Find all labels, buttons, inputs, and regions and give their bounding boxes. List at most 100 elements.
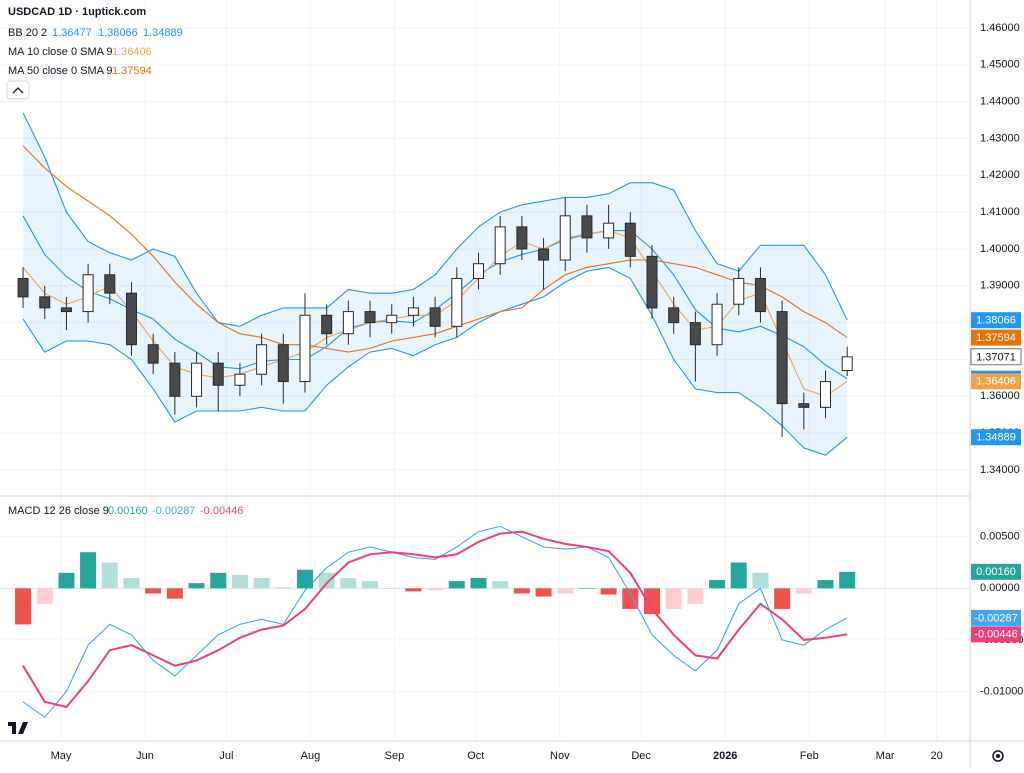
last-value-box — [971, 429, 1021, 446]
y-tick-label: 1.39000 — [980, 280, 1020, 292]
candle-body — [841, 356, 853, 372]
y-tick-label: 1.34000 — [980, 464, 1020, 476]
last-value-box — [971, 626, 1021, 643]
y-tick-label: -0.01000 — [980, 685, 1023, 697]
histogram-bar — [296, 569, 313, 589]
histogram-bar — [578, 588, 595, 589]
candle-body — [407, 307, 419, 316]
band-fill — [23, 112, 848, 456]
histogram-bar — [362, 581, 379, 589]
candle-body — [451, 277, 463, 327]
candle-body — [321, 314, 333, 335]
histogram-bar — [492, 581, 509, 589]
legend-label: MA 50 close 0 SMA 9 — [8, 65, 113, 77]
indicator-line — [22, 266, 848, 456]
legend-label: BB 20 2 — [8, 27, 47, 39]
legend-value: -0.00287 — [152, 505, 195, 517]
histogram-bar — [427, 588, 444, 591]
histogram-bar — [383, 588, 400, 589]
last-value-label: 1.37594 — [976, 332, 1016, 344]
histogram-bar — [448, 581, 465, 589]
histogram-bar — [340, 578, 357, 589]
histogram-bar — [622, 588, 639, 609]
candle-body — [711, 303, 723, 346]
candle-body — [689, 322, 701, 346]
histogram-bar — [817, 580, 834, 589]
candle-body — [277, 344, 289, 383]
y-tick-label: 1.43000 — [980, 132, 1020, 144]
candle-body — [191, 362, 203, 397]
candle-body — [169, 362, 181, 397]
grid — [0, 0, 970, 740]
histogram-bar — [275, 587, 292, 589]
histogram-bar — [535, 588, 552, 597]
last-value-label: -0.00446 — [974, 629, 1017, 641]
histogram-bar — [101, 562, 118, 589]
collapse-button[interactable] — [6, 80, 30, 100]
macd-line — [22, 530, 848, 709]
histogram-bar — [145, 588, 162, 594]
candle-body — [559, 215, 571, 261]
last-value-label: 1.37071 — [976, 351, 1016, 363]
candle-body — [798, 403, 810, 408]
histogram-bar — [600, 588, 617, 595]
x-tick-label: 2026 — [713, 750, 737, 762]
last-value-label: -0.00287 — [974, 612, 1017, 624]
histogram-bar — [80, 552, 97, 589]
candle-body — [256, 344, 268, 375]
histogram-bar — [774, 588, 791, 609]
histogram-bar — [752, 572, 769, 589]
histogram-bar — [557, 588, 574, 594]
candle-body — [754, 277, 766, 313]
y-tick-label: 0.00000 — [980, 582, 1020, 594]
last-value-box — [971, 312, 1021, 329]
candle-body — [472, 263, 484, 279]
x-tick-label: 20 — [931, 750, 943, 762]
histogram-bar — [123, 578, 140, 589]
logo[interactable] — [8, 722, 28, 734]
candle-body — [603, 222, 615, 239]
x-tick-label: Feb — [800, 750, 819, 762]
legend-value: 1.38066 — [98, 27, 138, 39]
legend-value: 1.34889 — [143, 27, 183, 39]
candle-body — [342, 311, 354, 335]
last-value-box — [970, 348, 1022, 366]
candle-body — [646, 255, 658, 309]
histogram-bar — [687, 588, 704, 604]
indicator-line — [22, 112, 848, 327]
x-tick-label: Mar — [876, 750, 895, 762]
y-tick-label: 0.00500 — [980, 531, 1020, 543]
logo-mark[interactable] — [8, 722, 28, 734]
histogram-bar — [405, 588, 422, 592]
y-tick-label: 1.46000 — [980, 22, 1020, 34]
histogram-bar — [709, 580, 726, 589]
histogram-bar — [839, 571, 856, 589]
candle-body — [516, 226, 528, 250]
settings-button[interactable] — [992, 750, 1004, 762]
candle-body — [624, 222, 636, 257]
histogram-bar — [513, 588, 530, 594]
histogram-bar — [253, 578, 270, 589]
candle-body — [17, 277, 29, 298]
legend-value: 1.36477 — [52, 27, 92, 39]
candle-body — [60, 307, 72, 313]
candle-body — [386, 314, 398, 324]
settings-icon-center — [996, 754, 1000, 758]
candle-body — [429, 307, 441, 327]
collapse-button-box[interactable] — [6, 80, 30, 100]
histogram-bar — [795, 588, 812, 594]
y-tick-label: 1.45000 — [980, 59, 1020, 71]
settings-icon[interactable] — [992, 750, 1004, 762]
histogram-bar — [58, 572, 75, 589]
candle-body — [299, 314, 311, 383]
histogram-bar — [318, 572, 335, 589]
histogram-bar — [36, 588, 53, 604]
candle-body — [125, 292, 137, 346]
legend: USDCAD 1D · 1uptick.com BB 20 2 1.36477 1.3… — [8, 6, 243, 517]
last-value-label: 1.34889 — [976, 432, 1016, 444]
macd-title: MACD 12 26 close 9 — [8, 505, 109, 517]
candle-body — [147, 344, 159, 364]
collapse-icon — [12, 87, 24, 94]
